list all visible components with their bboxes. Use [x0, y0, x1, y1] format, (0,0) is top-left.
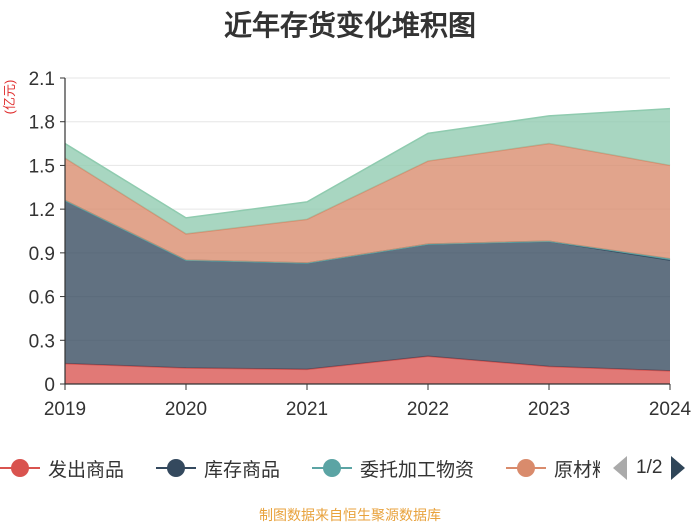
legend-label: 原材料	[554, 459, 600, 481]
legend-marker-icon	[156, 459, 196, 477]
x-tick-label: 2023	[528, 399, 570, 420]
legend-label: 库存商品	[204, 459, 281, 481]
area-series-4	[65, 108, 670, 234]
legend-next-icon[interactable]	[670, 455, 686, 481]
y-tick-label: 0.9	[29, 244, 55, 265]
line-series-4	[64, 107, 671, 219]
area-series-3	[65, 143, 670, 264]
legend-item[interactable]: 库存商品	[156, 448, 280, 488]
legend-marker-icon	[312, 459, 352, 477]
y-tick-label: 1.5	[29, 156, 55, 177]
x-tick-label: 2020	[165, 399, 207, 420]
area-layer	[64, 107, 671, 384]
legend-marker-dot	[323, 459, 341, 477]
x-tick-label: 2021	[286, 399, 328, 420]
legend-pager: 1/2	[612, 448, 686, 488]
legend-marker-dot	[167, 459, 185, 477]
legend-marker-icon	[506, 459, 546, 477]
legend-prev-icon[interactable]	[612, 455, 628, 481]
x-tick-label: 2019	[44, 399, 86, 420]
x-tick-label: 2022	[407, 399, 449, 420]
x-tick-label: 2024	[649, 399, 692, 420]
y-tick-label: 1.2	[29, 200, 55, 221]
legend: 发出商品 库存商品 委托加工物资 原材料 1/2	[0, 448, 700, 488]
y-tick-label: 0.3	[29, 331, 55, 352]
y-tick-label: 0.6	[29, 288, 55, 309]
area-series-1	[65, 200, 670, 371]
legend-item[interactable]: 委托加工物资	[312, 448, 474, 488]
y-tick-label: 2.1	[29, 69, 55, 90]
legend-page-indicator: 1/2	[636, 457, 663, 478]
area-series-0	[65, 356, 670, 384]
legend-label: 发出商品	[48, 459, 125, 481]
chart-title: 近年存货变化堆积图	[223, 10, 476, 41]
legend-marker-dot	[11, 459, 29, 477]
legend-label: 委托加工物资	[360, 459, 475, 481]
chart-svg: 0 0.3 0.6 0.9 1.2 1.5 1.8 2.1 2019 2020 2021 2022 20…	[2, 69, 692, 420]
axis-layer: 0 0.3 0.6 0.9 1.2 1.5 1.8 2.1 2019 2020 2021 2022 20…	[29, 69, 692, 420]
legend-items: 发出商品 库存商品 委托加工物资 原材料	[0, 448, 600, 488]
legend-marker-dot	[517, 459, 535, 477]
legend-item[interactable]: 原材料	[506, 448, 600, 488]
source-note: 制图数据来自恒生聚源数据库	[259, 507, 441, 523]
y-tick-label: 0	[44, 375, 55, 396]
legend-item[interactable]: 发出商品	[0, 448, 124, 488]
legend-marker-icon	[0, 459, 40, 477]
y-axis-label: (亿元)	[2, 80, 17, 115]
y-tick-label: 1.8	[29, 113, 55, 134]
